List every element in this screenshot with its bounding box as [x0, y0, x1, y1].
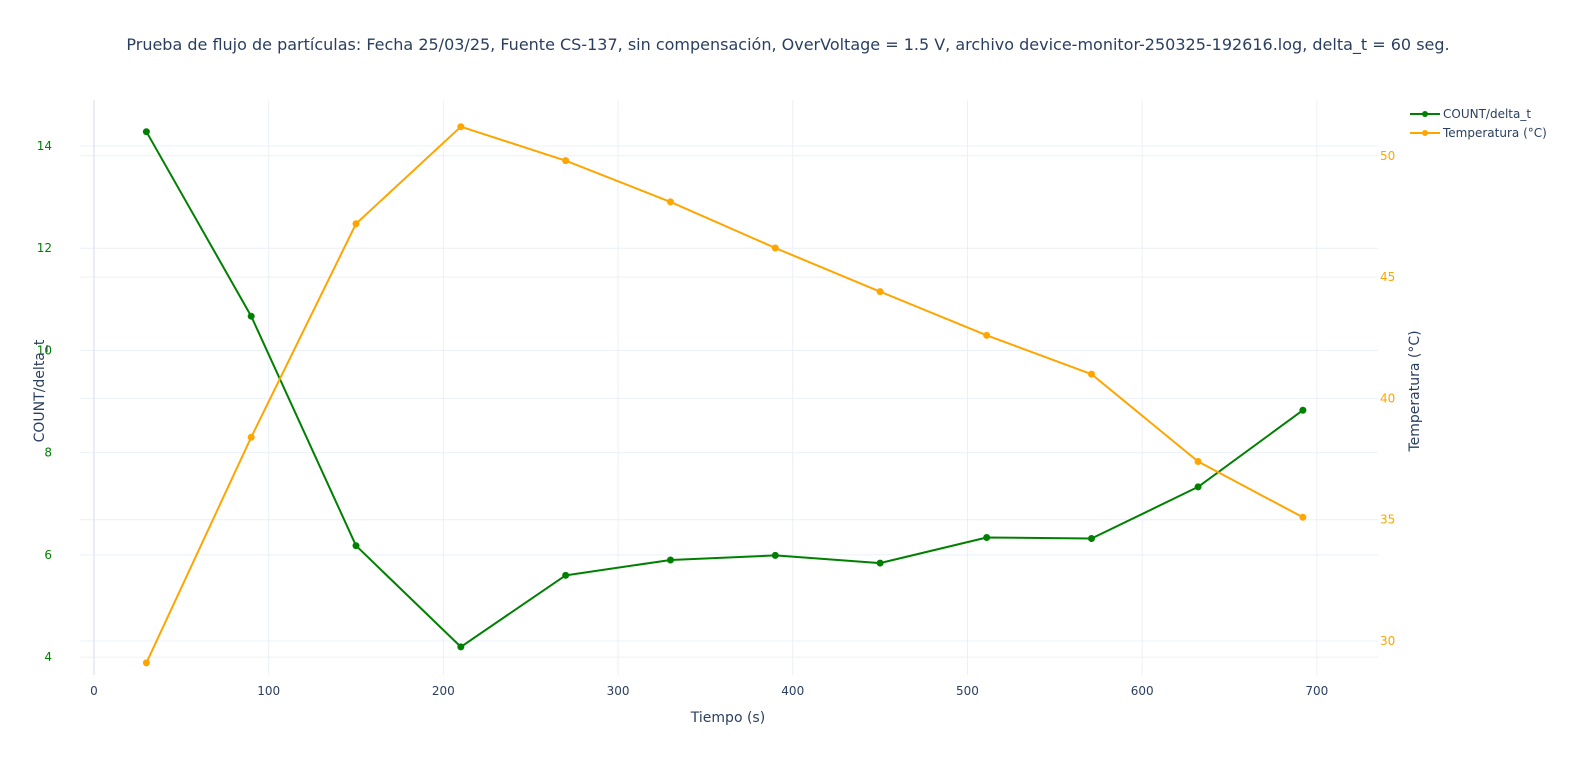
- series-1: [142, 123, 1307, 667]
- series-layer: [142, 123, 1307, 667]
- x-tick-label: 700: [1305, 684, 1328, 698]
- x-tick-label: 100: [257, 684, 280, 698]
- y2-tick-label: 45: [1380, 270, 1395, 284]
- legend[interactable]: COUNT/delta_t Temperatura (°C): [1410, 107, 1547, 140]
- data-point[interactable]: [983, 331, 991, 339]
- legend-marker-temperatura: [1422, 130, 1428, 136]
- data-point[interactable]: [983, 534, 991, 542]
- data-point[interactable]: [247, 312, 255, 320]
- y-axis-title: COUNT/delta_t: [32, 339, 48, 442]
- data-point[interactable]: [142, 128, 150, 136]
- data-point[interactable]: [562, 571, 570, 579]
- legend-label-count: COUNT/delta_t: [1443, 107, 1531, 121]
- x-tick-label: 300: [607, 684, 630, 698]
- y-tick-label: 10: [37, 343, 52, 357]
- data-point[interactable]: [876, 288, 884, 296]
- series-line: [145, 131, 1304, 648]
- y2-tick-label: 35: [1380, 513, 1395, 527]
- series-0: [142, 128, 1307, 651]
- x-tick-label: 600: [1131, 684, 1154, 698]
- data-point[interactable]: [352, 220, 360, 228]
- data-point[interactable]: [1299, 406, 1307, 414]
- y-tick-label: 14: [37, 139, 52, 153]
- data-point[interactable]: [352, 542, 360, 550]
- data-point[interactable]: [1194, 483, 1202, 491]
- x-tick-label: 500: [956, 684, 979, 698]
- data-point[interactable]: [457, 123, 465, 131]
- data-point[interactable]: [666, 556, 674, 564]
- data-point[interactable]: [1299, 513, 1307, 521]
- legend-item-temperatura[interactable]: Temperatura (°C): [1410, 126, 1547, 140]
- y-tick-label: 8: [44, 446, 52, 460]
- data-point[interactable]: [1194, 457, 1202, 465]
- data-point[interactable]: [1087, 535, 1095, 543]
- y2-tick-label: 30: [1380, 634, 1395, 648]
- x-tick-label: 400: [781, 684, 804, 698]
- y2-axis-ticks: 30 35 40 45 50: [1380, 149, 1395, 648]
- y-axis-ticks: 4 6 8 10 12 14: [37, 139, 52, 664]
- series-line: [145, 125, 1304, 664]
- y-tick-label: 4: [44, 650, 52, 664]
- chart-title: Prueba de flujo de partículas: Fecha 25/…: [126, 35, 1449, 55]
- data-point[interactable]: [247, 433, 255, 441]
- data-point[interactable]: [876, 559, 884, 567]
- data-point[interactable]: [771, 244, 779, 252]
- y-tick-label: 12: [37, 241, 52, 255]
- x-axis-ticks: 0 100 200 300 400 500 600 700: [90, 684, 1328, 698]
- x-tick-label: 200: [432, 684, 455, 698]
- y2-tick-label: 50: [1380, 149, 1395, 163]
- data-point[interactable]: [666, 198, 674, 206]
- legend-marker-count: [1422, 111, 1428, 117]
- data-point[interactable]: [562, 157, 570, 165]
- legend-label-temperatura: Temperatura (°C): [1442, 126, 1547, 140]
- data-point[interactable]: [142, 659, 150, 667]
- data-point[interactable]: [1087, 370, 1095, 378]
- data-point[interactable]: [771, 551, 779, 559]
- grid: [80, 100, 1378, 675]
- legend-item-count[interactable]: COUNT/delta_t: [1410, 107, 1531, 121]
- y-tick-label: 6: [44, 548, 52, 562]
- y2-tick-label: 40: [1380, 391, 1395, 405]
- x-tick-label: 0: [90, 684, 98, 698]
- data-point[interactable]: [457, 643, 465, 651]
- x-axis-title: Tiempo (s): [690, 710, 765, 726]
- y2-axis-title: Temperatura (°C): [1407, 330, 1423, 452]
